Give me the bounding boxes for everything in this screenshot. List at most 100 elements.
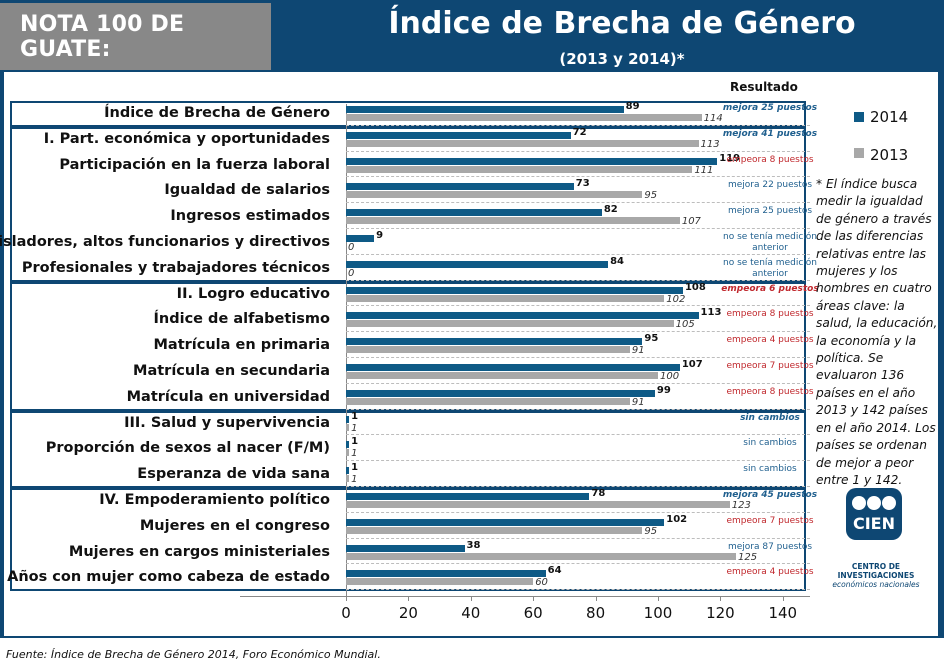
bar-2014: [346, 441, 350, 449]
x-tick-mark: [782, 596, 784, 601]
result-text: sin cambios: [743, 438, 797, 449]
row-gridline: [346, 408, 810, 410]
bar-2014: [346, 183, 574, 191]
bar-2014: [346, 209, 602, 217]
row-gridline: [346, 124, 810, 126]
result-text: no se tenía medición anterior: [723, 232, 817, 253]
x-tick-label: 140: [768, 604, 798, 622]
result-text: mejora 25 puestos: [727, 206, 813, 217]
result-text: empeora 8 puestos: [726, 154, 814, 165]
row-label: Igualdad de salarios: [164, 182, 330, 199]
row-label: II. Logro educativo: [176, 285, 330, 302]
bar-2014: [346, 518, 665, 526]
bar-2014: [346, 493, 590, 500]
legend-label-2014: 2014: [870, 108, 909, 126]
result-text: empeora 7 puestos: [726, 361, 814, 371]
x-tick-label: 60: [523, 604, 543, 622]
x-axis-line: [240, 596, 810, 597]
row-label: Proporción de sexos al nacer (F/M): [45, 440, 330, 457]
methodology-note: * El índice busca medir la igualdad de g…: [816, 177, 938, 487]
bar-2013: [346, 578, 534, 586]
bar-2013: [346, 475, 350, 483]
row-gridline: [346, 537, 810, 539]
row-label: Matrícula en primaria: [153, 337, 331, 354]
value-label-2013: 91: [631, 345, 645, 357]
row-gridline: [346, 305, 810, 307]
value-label-2013: 102: [666, 293, 686, 305]
value-label-2014: 1: [351, 436, 359, 448]
x-tick-mark: [720, 596, 722, 601]
row-gridline: [346, 331, 810, 333]
value-label-2014: 78: [591, 488, 606, 499]
bar-2013: [346, 423, 350, 431]
bar-2013: [346, 217, 680, 225]
x-tick-mark: [658, 596, 659, 601]
row-label: Profesionales y trabajadores técnicos: [21, 259, 330, 276]
x-tick-mark: [408, 596, 410, 601]
x-tick-label: 0: [341, 604, 351, 622]
value-label-2013: 1: [351, 448, 358, 460]
row-label: Años con mujer como cabeza de estado: [7, 569, 330, 586]
result-column-header: Resultado: [730, 80, 798, 94]
x-tick-label: 40: [461, 604, 481, 622]
row-label: Legisladores, altos funcionarios y direc…: [0, 234, 330, 250]
x-tick-label: 80: [586, 604, 606, 622]
row-label: Mujeres en el congreso: [139, 517, 330, 534]
bar-2013: [346, 346, 630, 354]
value-label-2014: 113: [700, 307, 722, 319]
value-label-2014: 38: [466, 539, 481, 551]
row-label: IV. Empoderamiento político: [99, 492, 330, 508]
page-subtitle: (2013 y 2014)*: [559, 50, 685, 68]
logo-caption: CENTRO DE INVESTIGACIONES económicos nac…: [818, 562, 934, 589]
row-gridline: [346, 460, 810, 462]
bar-2014: [346, 235, 375, 242]
value-label-2014: 102: [666, 513, 688, 525]
row-label: Ingresos estimados: [170, 208, 330, 225]
cien-logo: CIEN: [846, 488, 902, 540]
source-text: Fuente: Índice de Brecha de Género 2014,…: [6, 648, 381, 661]
result-text: empeora 4 puestos: [726, 335, 814, 346]
value-label-2014: 73: [575, 178, 590, 190]
bar-2013: [346, 320, 674, 328]
bar-2014: [346, 157, 718, 165]
row-label: III. Salud y supervivencia: [124, 414, 330, 431]
bar-2014: [346, 260, 609, 268]
group-box: [10, 126, 806, 282]
result-text: empeora 6 puestos: [721, 283, 819, 294]
legend-swatch-2013: [854, 148, 864, 158]
x-tick-label: 20: [398, 604, 418, 622]
row-label: Índice de alfabetismo: [153, 311, 330, 328]
value-label-2014: 84: [610, 255, 624, 267]
bar-2014: [346, 338, 643, 346]
value-label-2013: 111: [694, 164, 714, 176]
row-gridline: [346, 434, 810, 436]
value-label-2013: 107: [681, 216, 701, 228]
result-text: empeora 4 puestos: [726, 567, 814, 578]
result-text: mejora 41 puestos: [722, 128, 818, 139]
value-label-2014: 99: [656, 384, 671, 396]
row-gridline: [346, 563, 810, 565]
row-gridline: [346, 511, 810, 513]
row-label: I. Part. económica y oportunidades: [43, 130, 330, 147]
value-label-2013: 123: [731, 500, 751, 511]
value-label-2013: 60: [535, 577, 548, 589]
x-tick-mark: [533, 596, 535, 601]
row-gridline: [346, 202, 810, 204]
value-label-2013: 95: [644, 525, 658, 537]
value-label-2013: 1: [351, 474, 358, 486]
value-label-2013: 0: [348, 267, 355, 279]
bar-2014: [346, 106, 624, 113]
row-gridline: [346, 589, 810, 591]
bar-2014: [346, 286, 683, 294]
value-label-2013: 113: [700, 138, 720, 150]
x-tick-label: 120: [706, 604, 735, 622]
value-label-2014: 89: [625, 101, 640, 112]
result-text: empeora 7 puestos: [726, 515, 814, 526]
row-label: Matrícula en universidad: [126, 388, 330, 405]
row-gridline: [346, 382, 810, 384]
row-gridline: [346, 228, 810, 229]
bar-2013: [346, 372, 658, 379]
bar-2014: [346, 131, 571, 139]
logo-caption-line1: CENTRO DE INVESTIGACIONES: [837, 562, 915, 580]
row-gridline: [346, 357, 810, 358]
